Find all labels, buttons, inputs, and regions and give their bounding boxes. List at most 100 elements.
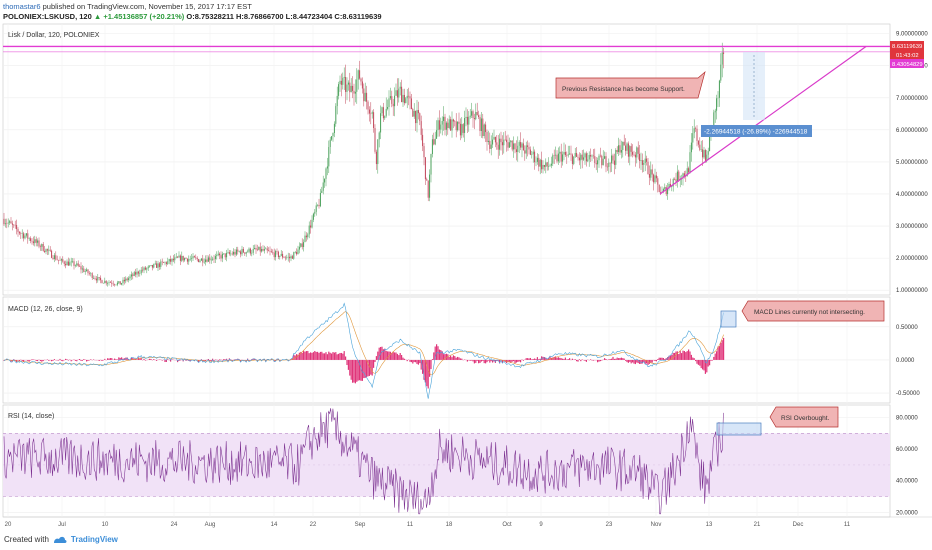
- candle-body: [170, 259, 172, 262]
- candle-body: [240, 251, 242, 255]
- macd-hist-bar: [493, 359, 495, 362]
- macd-hist-bar: [339, 352, 341, 360]
- macd-hist-bar: [347, 359, 349, 370]
- candle-body: [648, 174, 650, 178]
- candle-body: [693, 128, 695, 134]
- candle-body: [310, 225, 312, 228]
- candle-body: [175, 256, 177, 258]
- candle-body: [39, 246, 41, 247]
- candle-body: [94, 277, 96, 279]
- macd-hist-bar: [363, 359, 365, 379]
- candle-body: [112, 283, 114, 285]
- macd-hist-bar: [438, 349, 440, 360]
- macd-hist-bar: [217, 359, 219, 361]
- macd-hist-bar: [585, 359, 587, 362]
- macd-highlight-box[interactable]: [720, 310, 737, 328]
- candle-body: [534, 151, 536, 163]
- candle-body: [644, 158, 646, 164]
- candle-body: [436, 130, 438, 139]
- candle-body: [179, 255, 181, 261]
- candle-body: [360, 78, 362, 82]
- candle-body: [28, 238, 30, 239]
- macd-hist-bar: [466, 359, 468, 362]
- candle-body: [695, 128, 697, 129]
- macd-hist-bar: [437, 346, 439, 360]
- candle-body: [535, 161, 537, 163]
- rsi-highlight-box[interactable]: [716, 422, 762, 436]
- candles: [3, 42, 725, 287]
- candle-body: [713, 112, 715, 126]
- candle-body: [522, 143, 524, 151]
- candle-body: [487, 140, 489, 142]
- macd-hist-bar: [406, 359, 408, 362]
- candle-body: [392, 103, 394, 107]
- macd-hist-bar: [584, 359, 586, 361]
- candle-body: [647, 161, 649, 175]
- candle-body: [209, 257, 211, 261]
- candle-body: [562, 154, 564, 162]
- candle-body: [234, 251, 236, 255]
- candle-body: [643, 163, 645, 165]
- y-tick-label: 20.0000: [896, 510, 918, 516]
- candle-body: [576, 152, 578, 157]
- macd-hist-bar: [433, 352, 435, 360]
- macd-hist-bar: [669, 355, 671, 360]
- candle-body: [569, 153, 571, 155]
- author-link[interactable]: thomastar6: [3, 2, 41, 11]
- candle-body: [545, 162, 547, 167]
- macd-series: [3, 302, 725, 399]
- candle-body: [667, 188, 669, 195]
- candle-body: [118, 281, 120, 283]
- candle-body: [339, 80, 341, 85]
- candle-body: [321, 190, 323, 193]
- macd-pane-frame: [2, 296, 891, 404]
- support-callout[interactable]: Previous Resistance has become Support.: [555, 70, 706, 99]
- candle-body: [500, 138, 502, 143]
- macd-hist-bar: [703, 359, 705, 371]
- candle-body: [150, 264, 152, 266]
- candle-body: [550, 163, 552, 166]
- macd-hist-bar: [455, 357, 457, 360]
- x-tick-label: 14: [271, 522, 278, 528]
- candle-body: [210, 259, 212, 261]
- macd-hist-bar: [707, 359, 709, 367]
- trend-line[interactable]: [659, 45, 867, 195]
- x-tick-label: 21: [754, 522, 761, 528]
- candle-body: [93, 277, 95, 279]
- candle-body: [136, 271, 138, 275]
- candle-body: [380, 113, 382, 133]
- macd-hist-bar: [227, 359, 229, 361]
- macd-hist-bar: [574, 359, 576, 360]
- candle-body: [198, 259, 200, 262]
- tradingview-brand[interactable]: TradingView: [70, 535, 118, 544]
- candle-body: [650, 169, 652, 178]
- macd-hist-bar: [115, 359, 117, 360]
- macd-hist-bar: [718, 346, 720, 360]
- candle-body: [613, 160, 615, 165]
- macd-hist-bar: [441, 351, 443, 360]
- macd-hist-bar: [273, 359, 275, 362]
- macd-hist-bar: [118, 357, 120, 360]
- macd-hist-bar: [254, 358, 256, 360]
- candle-body: [378, 132, 380, 140]
- macd-hist-bar: [336, 354, 338, 360]
- candle-body: [399, 86, 401, 89]
- macd-hist-bar: [226, 358, 228, 360]
- candle-body: [184, 258, 186, 261]
- macd-hist-bar: [35, 359, 37, 362]
- macd-hist-bar: [630, 359, 632, 364]
- macd-hist-bar: [563, 358, 565, 360]
- macd-callout[interactable]: MACD Lines currently not intersecting.: [741, 300, 885, 322]
- rsi-callout[interactable]: RSI Overbought.: [769, 406, 839, 428]
- candle-body: [468, 116, 470, 125]
- macd-hist-bar: [429, 359, 431, 377]
- candle-body: [233, 251, 235, 255]
- countdown-text: 01:43:02: [896, 53, 919, 59]
- tradingview-logo-icon: [53, 536, 67, 543]
- macd-hist-bar: [559, 357, 561, 360]
- macd-hist-bar: [371, 359, 373, 376]
- x-tick-label: Sep: [355, 522, 366, 528]
- publish-info: published on TradingView.com, November 1…: [40, 2, 252, 11]
- x-tick-label: Dec: [793, 522, 804, 528]
